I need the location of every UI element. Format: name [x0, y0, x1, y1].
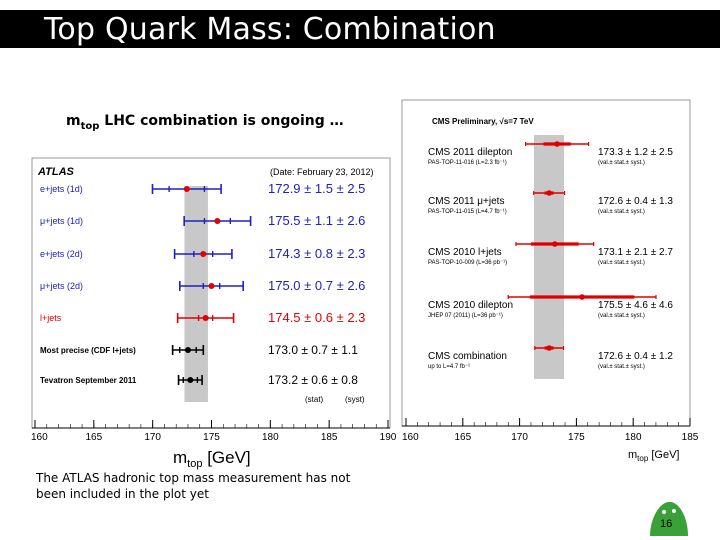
atlas-value-label: 172.9 ± 1.5 ± 2.5 — [268, 181, 365, 196]
cms-point — [546, 190, 552, 196]
atlas-row-label: μ+jets (1d) — [40, 216, 83, 226]
atlas-xtick-label: 190 — [380, 432, 397, 443]
atlas-xtick-label: 185 — [321, 432, 338, 443]
atlas-xtick-label: 180 — [262, 432, 279, 443]
atlas-value-label: 173.2 ± 0.6 ± 0.8 — [268, 373, 358, 387]
atlas-row-label: e+jets (1d) — [40, 184, 83, 194]
atlas-point — [183, 186, 190, 192]
subtitle-m: m — [66, 113, 81, 129]
cms-xlabel-sub: top — [637, 454, 649, 463]
cms-row-label: CMS 2010 l+jets — [428, 247, 502, 258]
atlas-xlabel-sub: top — [187, 458, 202, 470]
cms-row-ref: JHEP 07 (2011) (L=36 pb⁻¹) — [428, 313, 503, 319]
atlas-value-label: 173.0 ± 0.7 ± 1.1 — [268, 343, 358, 357]
cms-row-ref: PAS-TOP-10-009 (L=36 pb⁻¹) — [428, 260, 507, 266]
cms-value-label: 173.3 ± 1.2 ± 2.5 — [598, 147, 673, 158]
cms-row-label: CMS combination — [428, 351, 507, 362]
title-bar: Top Quark Mass: Combination — [0, 0, 720, 50]
logo-icon — [650, 501, 688, 536]
cms-row-label: CMS 2010 dilepton — [428, 300, 513, 311]
cms-xtick-label: 185 — [682, 432, 699, 443]
cms-value-sub: (val.± stat.± syst.) — [598, 313, 645, 319]
cms-point — [546, 345, 552, 351]
cms-row-label: CMS 2011 dilepton — [428, 147, 512, 158]
atlas-point — [187, 377, 194, 383]
atlas-title: ATLAS — [37, 166, 75, 178]
atlas-value-label: 175.0 ± 0.7 ± 2.6 — [268, 278, 365, 293]
footnote: The ATLAS hadronic top mass measurement … — [36, 471, 351, 501]
cms-value-label: 175.5 ± 4.6 ± 4.6 — [598, 300, 673, 311]
atlas-row-label: μ+jets (2d) — [40, 281, 83, 291]
cms-point — [554, 141, 560, 147]
subtitle-rest: LHC combination is ongoing … — [99, 113, 344, 129]
atlas-point — [202, 315, 209, 321]
cms-title: CMS Preliminary, √s=7 TeV — [432, 117, 534, 126]
atlas-xtick-label: 165 — [85, 432, 102, 443]
atlas-value-label: 174.3 ± 0.8 ± 2.3 — [268, 246, 365, 261]
cms-value-label: 172.6 ± 0.4 ± 1.3 — [598, 196, 673, 207]
atlas-row-label: e+jets (2d) — [40, 249, 83, 259]
atlas-xlabel-m: m — [173, 448, 187, 467]
atlas-plot: 160 165 170 175 180 185 190 e+jets (1d) 172.9 ± … — [31, 181, 397, 443]
atlas-date: (Date: February 23, 2012) — [270, 167, 374, 177]
atlas-xtick-label: 170 — [144, 432, 161, 443]
atlas-row-label: l+jets — [40, 313, 62, 323]
cms-xlabel-m: m — [628, 449, 637, 461]
cms-xtick-label: 180 — [625, 432, 642, 443]
cms-row-ref: PAS-TOP-11-015 (L=4.7 fb⁻¹) — [428, 209, 507, 215]
atlas-xtick-label: 175 — [203, 432, 220, 443]
atlas-point — [208, 283, 215, 289]
atlas-value-label: 175.5 ± 1.1 ± 2.6 — [268, 213, 365, 228]
cms-value-sub: (val.± stat.± syst.) — [598, 209, 645, 215]
title-strip — [0, 10, 720, 48]
atlas-point — [184, 347, 191, 353]
atlas-frame — [31, 157, 391, 429]
cms-xtick-label: 170 — [511, 432, 528, 443]
cms-row-ref: PAS-TOP-11-016 (L=2.3 fb⁻¹) — [428, 160, 507, 166]
slide-title: Top Quark Mass: Combination — [44, 12, 496, 47]
cms-point — [552, 241, 558, 247]
slide-subtitle: mtop LHC combination is ongoing … — [66, 113, 344, 132]
atlas-combination-band — [184, 186, 208, 402]
cms-xtick-label: 165 — [454, 432, 471, 443]
cms-combination-band — [534, 135, 564, 379]
atlas-xtick-label: 160 — [31, 432, 48, 443]
cms-plot: 160 165 170 175 180 185 CMS 2011 dilepton PAS-T… — [402, 135, 699, 443]
atlas-point — [214, 218, 221, 224]
atlas-value-label: 174.5 ± 0.6 ± 2.3 — [268, 310, 365, 325]
atlas-stat-header: (stat) — [305, 395, 324, 404]
cms-value-label: 173.1 ± 2.1 ± 2.7 — [598, 247, 673, 258]
cms-xlabel-unit: [GeV] — [648, 449, 679, 461]
cms-value-sub: (val.± stat.± syst.) — [598, 260, 645, 266]
cms-xtick-label: 175 — [568, 432, 585, 443]
cms-xtick-label: 160 — [402, 432, 419, 443]
cms-row-ref: up to L=4.7 fb⁻¹ — [428, 364, 470, 370]
cms-point — [579, 294, 585, 300]
atlas-row-label: Tevatron September 2011 — [40, 376, 137, 385]
cms-row-label: CMS 2011 μ+jets — [428, 196, 504, 207]
cms-value-sub: (val.± stat.± syst.) — [598, 160, 645, 166]
atlas-xlabel: mtop [GeV] — [173, 448, 251, 470]
atlas-point — [200, 251, 207, 257]
atlas-syst-header: (syst) — [345, 395, 365, 404]
cms-value-label: 172.6 ± 0.4 ± 1.2 — [598, 351, 673, 362]
cms-value-sub: (val.± stat.± syst.) — [598, 364, 645, 370]
subtitle-sub: top — [80, 120, 100, 132]
page-number: 16 — [660, 518, 673, 530]
atlas-xlabel-unit: [GeV] — [202, 448, 250, 467]
cms-xlabel: mtop [GeV] — [628, 449, 679, 463]
atlas-row-label: Most precise (CDF l+jets) — [40, 346, 136, 355]
